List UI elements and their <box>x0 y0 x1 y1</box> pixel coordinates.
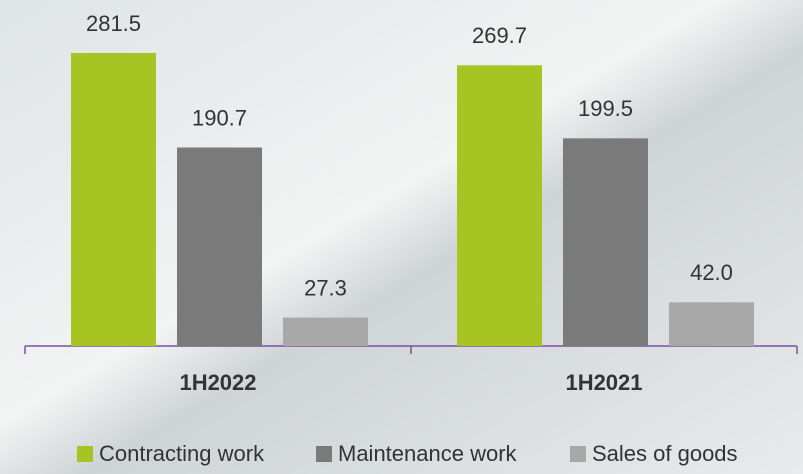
legend-label: Sales of goods <box>592 441 738 466</box>
legend-swatch <box>77 446 93 462</box>
x-tick-label: 1H2021 <box>565 370 642 395</box>
value-label: 42.0 <box>690 260 733 285</box>
value-label: 269.7 <box>472 23 527 48</box>
bar <box>283 318 368 346</box>
bar <box>457 65 542 346</box>
legend-label: Maintenance work <box>338 441 518 466</box>
legend-swatch <box>316 446 332 462</box>
bar <box>177 148 262 346</box>
chart: 1H2022 281.5 190.7 27.3 1H2021 269.7 199.5 42.0… <box>0 0 803 474</box>
legend-swatch <box>570 446 586 462</box>
x-tick-label: 1H2022 <box>179 370 256 395</box>
value-label: 27.3 <box>304 275 347 300</box>
bar <box>71 53 156 346</box>
value-label: 190.7 <box>192 105 247 130</box>
value-label: 281.5 <box>86 11 141 36</box>
value-label: 199.5 <box>578 96 633 121</box>
bar <box>563 138 648 346</box>
bar <box>669 302 754 346</box>
legend-label: Contracting work <box>99 441 265 466</box>
